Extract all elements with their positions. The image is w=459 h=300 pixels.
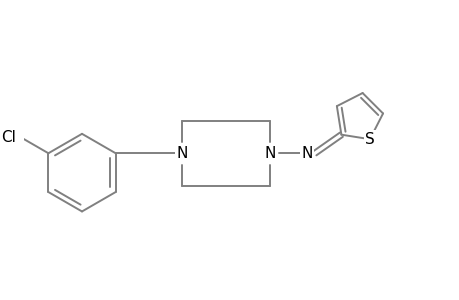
- Text: N: N: [264, 146, 275, 161]
- Text: Cl: Cl: [1, 130, 16, 145]
- Text: N: N: [176, 146, 188, 161]
- Text: N: N: [301, 146, 312, 161]
- Text: S: S: [364, 132, 374, 147]
